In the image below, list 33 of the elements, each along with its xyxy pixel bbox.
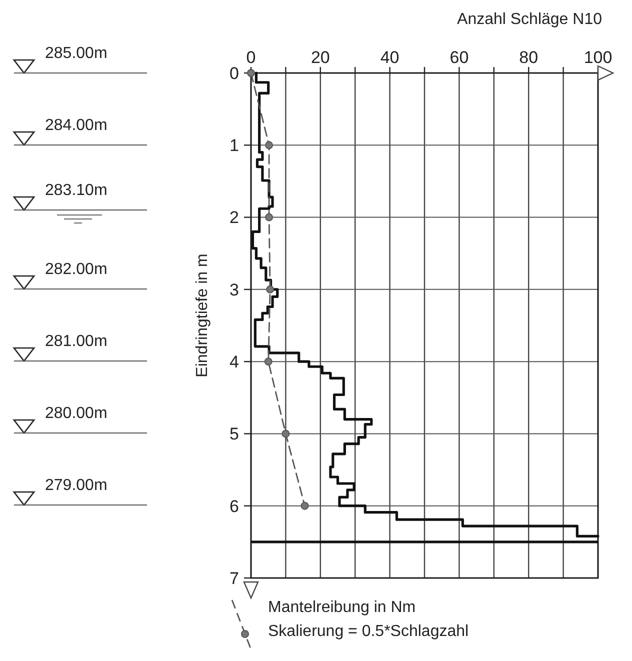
x-tick-label: 40 [380,48,400,67]
point [264,358,272,366]
point [247,69,255,77]
x-tick-label: 80 [519,48,538,67]
text: Skalierung = 0.5*Schlagzahl [268,623,469,640]
text: 281.00m [45,333,108,350]
y-tick-label: 4 [230,352,239,372]
y-tick-label: 3 [230,280,239,300]
y-axis-title: Eindringtiefe in m [194,254,211,378]
text: 279.00m [45,477,108,494]
y-tick-label: 6 [230,496,239,516]
point [265,141,274,150]
y-tick-label: 7 [230,568,239,588]
text: 282.00m [45,261,108,278]
text: Mantelreibung in Nm [268,599,416,616]
x-tick-label: 20 [310,48,330,67]
point [265,213,274,222]
x-axis-title: Anzahl Schläge N10 [457,11,602,28]
text: 280.00m [45,405,108,422]
y-tick-label: 5 [230,424,239,444]
text: 285.00m [45,45,108,62]
text: 284.00m [45,117,108,134]
text: 283.10m [45,182,108,199]
y-tick-label: 2 [230,208,239,228]
point [266,285,274,294]
point [282,430,290,438]
x-tick-label: 100 [584,48,612,67]
point [300,502,309,510]
y-tick-label: 0 [230,64,239,83]
x-tick-label: 0 [246,48,256,67]
line-series [251,72,600,538]
x-tick-label: 60 [450,48,469,67]
y-tick-label: 1 [230,136,239,156]
